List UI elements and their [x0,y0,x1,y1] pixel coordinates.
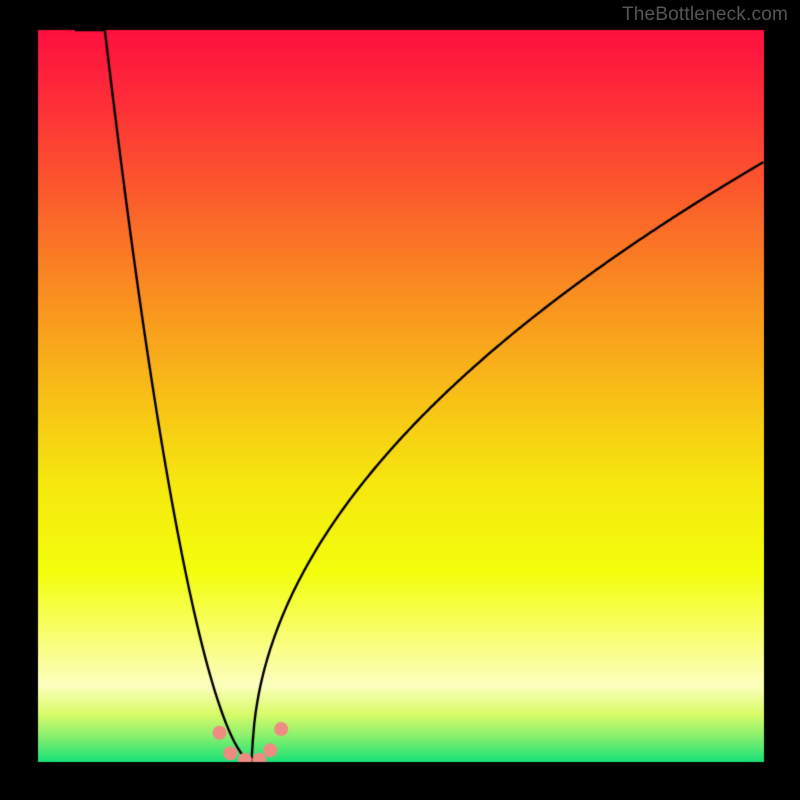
watermark-text: TheBottleneck.com [622,4,788,26]
bottleneck-chart-canvas [0,0,800,800]
